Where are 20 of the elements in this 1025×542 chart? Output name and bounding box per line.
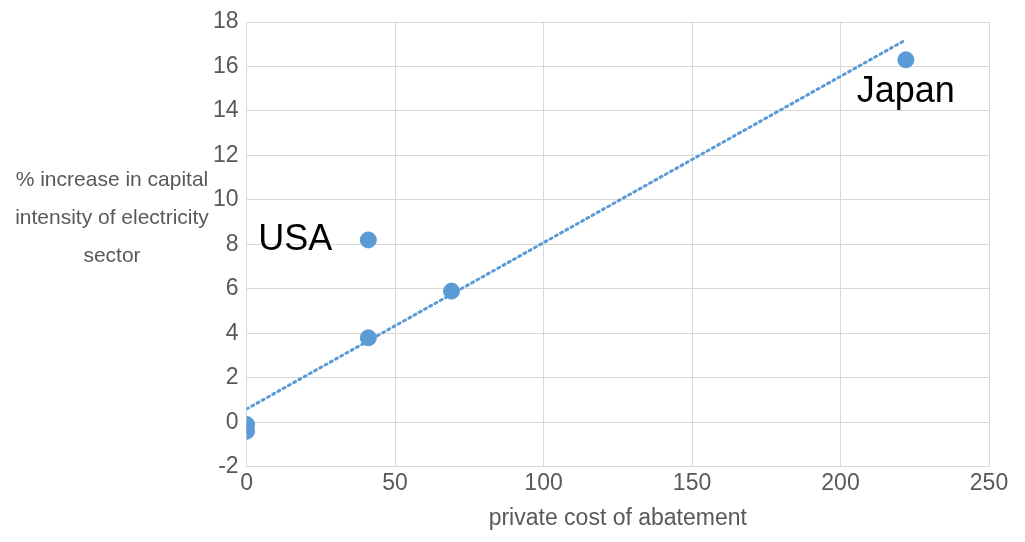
x-axis-title: private cost of abatement (488, 503, 748, 530)
y-tick-label: 10 (212, 185, 239, 212)
x-tick-label: 100 (524, 468, 563, 495)
x-tick-label: 250 (969, 468, 1009, 495)
y-axis-title: % increase in capital intensity of electricity sector (14, 166, 210, 268)
y-tick-label: 0 (225, 407, 239, 434)
y-tick-label: 16 (212, 51, 239, 78)
x-tick-label: 150 (672, 468, 712, 495)
y-tick-label: 14 (212, 96, 239, 123)
annotation: Japan (856, 68, 955, 110)
y-tick-label: 2 (225, 363, 239, 390)
y-tick-label: 18 (212, 7, 239, 34)
y-tick-label: 8 (225, 229, 239, 256)
y-tick-label: -2 (218, 452, 239, 479)
x-tick-label: 50 (382, 468, 408, 495)
annotation: USA (258, 216, 333, 258)
x-tick-label: 200 (821, 468, 860, 495)
y-tick-label: 6 (225, 274, 239, 301)
y-tick-label: 4 (225, 318, 239, 345)
y-tick-label: 12 (212, 140, 239, 167)
